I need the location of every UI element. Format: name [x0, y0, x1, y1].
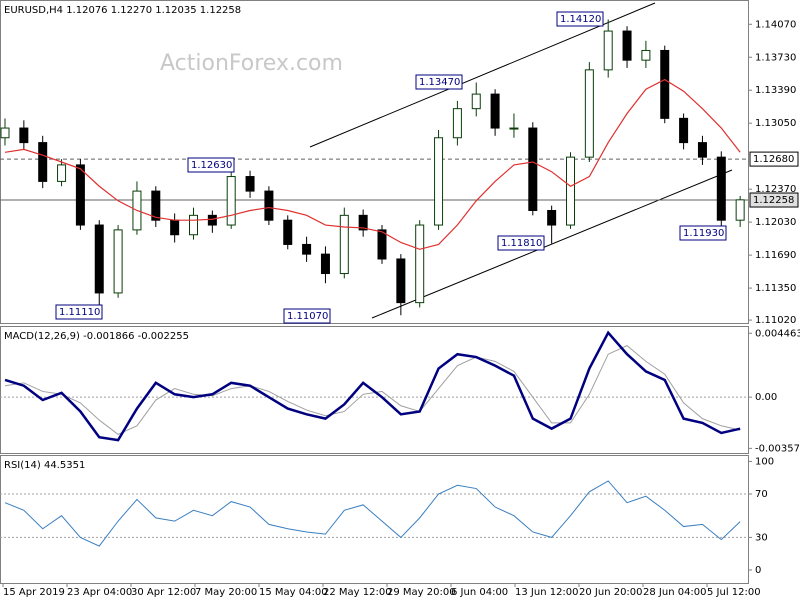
x-tick-label: 22 May 12:00 [323, 587, 392, 598]
annotation: 1.11070 [287, 311, 328, 322]
price-label-box [749, 151, 799, 167]
candle-body [490, 93, 500, 129]
annotation: 1.11930 [683, 228, 724, 239]
rsi-panel [0, 455, 749, 584]
candle-body [415, 224, 425, 304]
annotation-box [187, 157, 235, 173]
candle-body [302, 243, 312, 255]
price-panel [0, 0, 749, 324]
annotation: 1.11810 [501, 238, 542, 249]
line [4, 330, 741, 442]
x-tick-label: 7 May 20:00 [195, 587, 257, 598]
x-tick-label: 5 Jul 12:00 [707, 587, 761, 598]
candle-body [471, 93, 481, 110]
x-tick-label: 29 May 20:00 [387, 587, 456, 598]
x-tick-label: 23 Apr 04:00 [67, 587, 132, 598]
candle-body [735, 199, 745, 221]
candle-body [94, 224, 104, 294]
price-label-box [749, 192, 799, 208]
y-tick-label: 1.14070 [755, 19, 796, 30]
candle-body [75, 164, 85, 226]
candle-body [19, 127, 29, 144]
y-tick-label: 1.11020 [755, 315, 796, 326]
candle-body [566, 156, 575, 226]
x-tick-label: 15 Apr 2019 [3, 587, 65, 598]
candle-body [264, 190, 274, 221]
price-label: 1.12680 [753, 154, 794, 165]
y-tick-label: 1.13050 [755, 118, 796, 129]
candle-body [396, 258, 406, 304]
y-tick-label: 1.12030 [755, 217, 796, 228]
x-tick-label: 30 Apr 12:00 [131, 587, 196, 598]
candle-body [283, 219, 293, 245]
candle-body [509, 127, 519, 130]
y-tick-label: 1.12370 [755, 184, 796, 195]
chart-title: EURUSD,H4 1.12076 1.12270 1.12035 1.1225… [4, 5, 241, 16]
candle-body [151, 190, 161, 221]
y-tick-label: -0.003576 [755, 443, 800, 454]
x-tick-label: 15 May 04:00 [259, 587, 328, 598]
candle-body [170, 219, 180, 236]
y-tick-label: 30 [755, 532, 768, 543]
candle-body [584, 69, 594, 158]
y-tick-label: 0.004463 [755, 328, 800, 339]
candle-body [245, 176, 255, 192]
price-label: 1.12258 [753, 195, 794, 206]
x-tick-label: 20 Jun 20:00 [579, 587, 643, 598]
candle-body [434, 137, 444, 226]
x-tick-label: 6 Jun 04:00 [451, 587, 508, 598]
annotation: 1.11110 [59, 307, 100, 318]
y-tick-label: 0 [755, 565, 761, 576]
candle-body [603, 30, 613, 71]
candle-body [57, 164, 67, 182]
candle-body [547, 209, 557, 226]
candle-body [38, 142, 48, 182]
rsi-title: RSI(14) 44.5351 [4, 460, 85, 471]
candle-body [528, 127, 538, 211]
y-tick-label: 70 [755, 489, 768, 500]
y-tick-label: 1.13390 [755, 85, 796, 96]
channel-lower [371, 169, 733, 319]
annotation-box [497, 235, 545, 251]
line [4, 345, 741, 435]
candle-body [377, 229, 387, 260]
line [4, 480, 741, 547]
x-tick-label: 13 Jun 12:00 [515, 587, 579, 598]
candle-body [320, 253, 330, 275]
macd-panel [0, 326, 749, 454]
candle-body [452, 108, 462, 139]
candle-body [113, 229, 123, 294]
x-tick-label: 28 Jun 04:00 [643, 587, 707, 598]
candle-body [358, 214, 368, 231]
y-tick-label: 1.11350 [755, 283, 796, 294]
candle-body [0, 127, 10, 139]
annotation: 1.14120 [560, 14, 601, 25]
macd-title: MACD(12,26,9) -0.001866 -0.002255 [4, 331, 189, 342]
candle-body [622, 30, 632, 61]
candle-body [339, 214, 349, 275]
annotation-box [55, 304, 103, 320]
candle-body [226, 176, 236, 226]
y-tick-label: 1.11690 [755, 250, 796, 261]
candle-body [189, 214, 198, 236]
moving-average [4, 78, 741, 250]
candle-body [641, 49, 651, 61]
y-tick-label: 100 [755, 456, 774, 467]
annotation-box [283, 308, 331, 324]
candle-body [716, 156, 726, 221]
y-tick-label: 0.00 [755, 392, 777, 403]
annotation: 1.12630 [191, 160, 232, 171]
annotation: 1.13470 [419, 77, 460, 88]
candle-body [660, 49, 670, 119]
annotation-box [679, 225, 727, 241]
candle-body [679, 117, 689, 144]
candle-body [697, 142, 707, 158]
channel-upper [309, 2, 656, 148]
y-tick-label: 1.13730 [755, 52, 796, 63]
annotation-box [556, 11, 604, 27]
watermark: ActionForex.com [160, 51, 343, 76]
candle-body [207, 214, 217, 226]
annotation-box [415, 74, 463, 90]
